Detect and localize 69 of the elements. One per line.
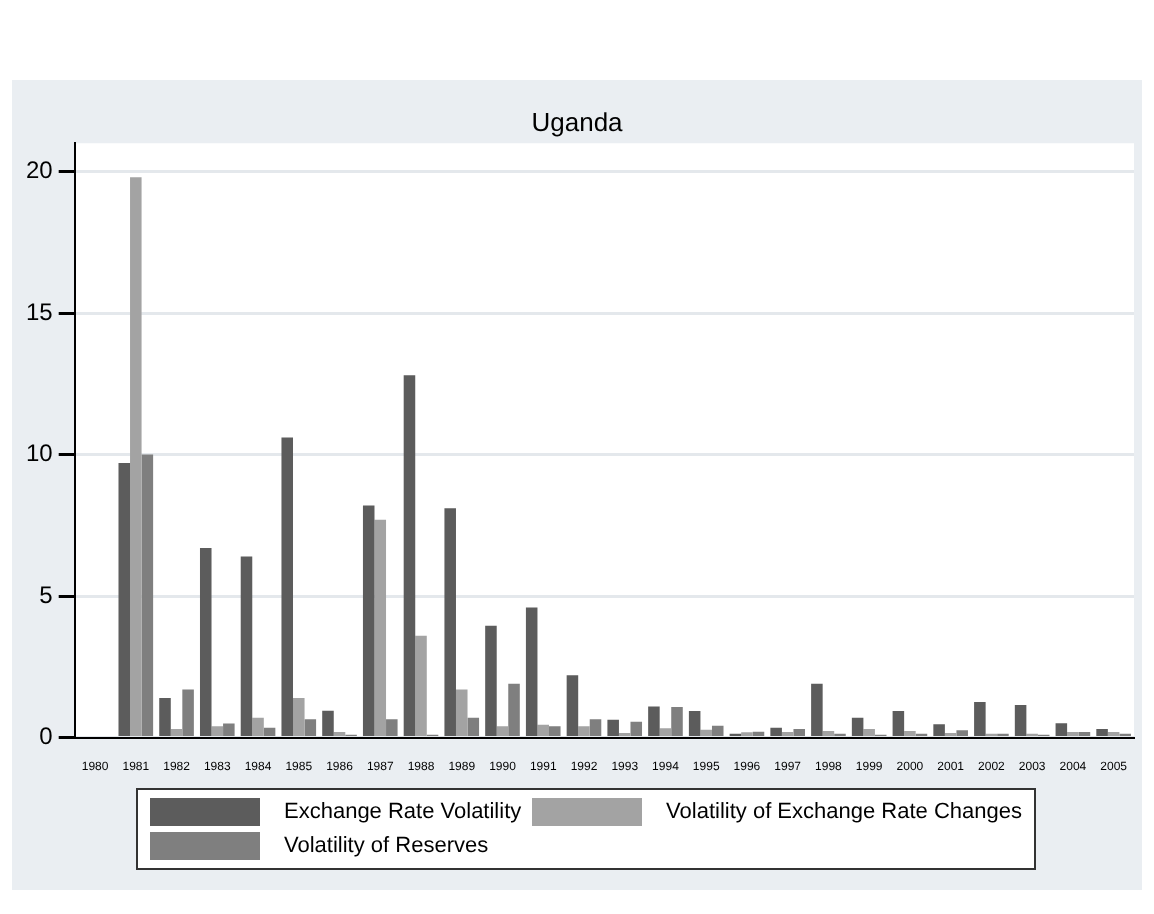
bar bbox=[781, 731, 794, 737]
bar bbox=[863, 729, 875, 737]
y-tick-label: 15 bbox=[25, 297, 54, 326]
bar bbox=[578, 726, 590, 737]
bar bbox=[933, 724, 945, 737]
bar bbox=[223, 723, 235, 737]
bar bbox=[671, 707, 683, 737]
bar bbox=[822, 731, 835, 737]
y-tick-label: 10 bbox=[25, 439, 54, 468]
bar bbox=[386, 719, 398, 737]
bar bbox=[1107, 731, 1120, 737]
bar bbox=[199, 547, 212, 737]
bar bbox=[508, 683, 520, 737]
bar bbox=[374, 519, 387, 737]
bar bbox=[956, 730, 968, 737]
legend-label: Volatility of Exchange Rate Changes bbox=[666, 800, 1022, 824]
bar bbox=[711, 725, 724, 737]
bar bbox=[455, 689, 468, 737]
bar bbox=[537, 724, 550, 737]
bar bbox=[974, 701, 986, 737]
bar bbox=[444, 508, 456, 737]
bar bbox=[589, 719, 602, 737]
bar bbox=[252, 717, 264, 737]
bar bbox=[467, 717, 480, 737]
bar bbox=[811, 683, 823, 737]
bar bbox=[1078, 731, 1091, 737]
bar bbox=[485, 625, 497, 737]
bar bbox=[770, 727, 782, 737]
y-tick-label: 20 bbox=[25, 156, 54, 185]
bar bbox=[304, 719, 317, 737]
bar bbox=[403, 375, 416, 737]
bar bbox=[1055, 723, 1068, 737]
y-tick-label: 0 bbox=[39, 722, 54, 751]
bar bbox=[211, 726, 224, 737]
bar bbox=[415, 635, 427, 737]
bar bbox=[659, 728, 672, 737]
bar bbox=[293, 697, 305, 737]
bar bbox=[263, 727, 276, 737]
bar bbox=[700, 729, 712, 737]
legend-label: Volatility of Reserves bbox=[284, 834, 489, 858]
bar bbox=[1014, 705, 1027, 737]
bar bbox=[793, 729, 805, 737]
chart-title: Uganda bbox=[531, 106, 625, 137]
bar bbox=[130, 177, 142, 737]
bar bbox=[496, 726, 509, 737]
bar bbox=[1096, 729, 1108, 737]
bar bbox=[892, 710, 905, 737]
bar bbox=[118, 463, 131, 737]
bar bbox=[851, 717, 864, 737]
bar bbox=[322, 710, 334, 737]
bar bbox=[630, 721, 643, 737]
bar bbox=[566, 675, 579, 737]
bar bbox=[607, 719, 619, 737]
bar bbox=[688, 710, 701, 737]
bar bbox=[240, 556, 253, 737]
y-tick-label: 5 bbox=[39, 580, 54, 609]
bar bbox=[525, 607, 538, 737]
bar bbox=[159, 697, 171, 737]
bar bbox=[1067, 731, 1079, 737]
bar bbox=[549, 726, 561, 737]
bar bbox=[141, 454, 154, 737]
bar bbox=[333, 731, 346, 737]
bar bbox=[170, 729, 183, 737]
bar bbox=[281, 437, 294, 737]
legend-label: Exchange Rate Volatility bbox=[284, 800, 522, 824]
bar bbox=[362, 505, 375, 737]
bar bbox=[904, 731, 916, 737]
bar bbox=[182, 689, 194, 737]
bar bbox=[648, 706, 660, 737]
